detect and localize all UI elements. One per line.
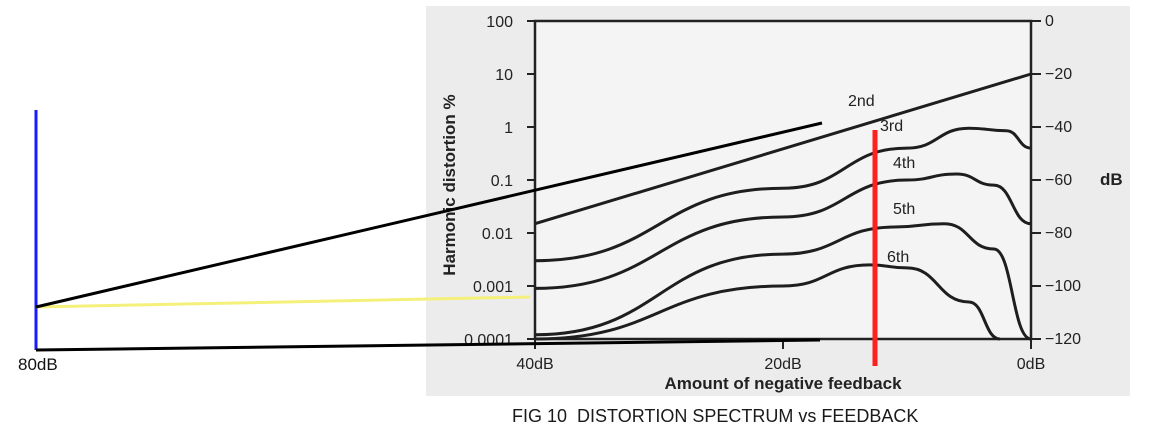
x-tick-label: 20dB (764, 356, 801, 373)
curve-label-3rd: 3rd (880, 118, 903, 135)
right-tick-label: 0 (1045, 13, 1054, 30)
y-tick-label: 100 (486, 14, 513, 31)
y-tick-label: 0.001 (473, 279, 513, 296)
right-tick-label: −100 (1045, 278, 1081, 295)
y-tick-label: 0.0001 (464, 332, 513, 349)
y-tick-label: 10 (495, 67, 513, 84)
overlay-80db-label: 80dB (18, 355, 58, 374)
curve-5th (534, 222, 1032, 341)
x-axis-label: Amount of negative feedback (664, 374, 902, 393)
y-axis-label: Harmonic distortion % (440, 94, 459, 275)
right-axis-label: dB (1100, 170, 1123, 189)
y-tick-label: 0.01 (482, 226, 513, 243)
curve-6th (534, 263, 1001, 341)
curve-label-2nd: 2nd (848, 93, 875, 110)
x-tick-label: 0dB (1017, 356, 1045, 373)
right-axis-ticks: 0 −20 −40 −60 −80 −100 −120 (1031, 13, 1081, 348)
curve-label-6th: 6th (887, 249, 909, 266)
bottom-axis-ticks: 40dB 20dB 0dB (516, 339, 1045, 373)
plot-frame (533, 19, 1033, 341)
curve-4th (534, 172, 1032, 290)
y-tick-label: 1 (504, 120, 513, 137)
y-tick-label: 0.1 (491, 173, 513, 190)
right-tick-label: −20 (1045, 66, 1072, 83)
right-tick-label: −80 (1045, 225, 1072, 242)
right-tick-label: −40 (1045, 119, 1072, 136)
curve-label-4th: 4th (893, 155, 915, 172)
right-tick-label: −120 (1045, 331, 1081, 348)
yellow-projection-line (35, 295, 531, 309)
black-projection-line-upper (35, 121, 823, 309)
right-tick-label: −60 (1045, 172, 1072, 189)
curve-3rd (534, 126, 1032, 263)
x-tick-label: 40dB (516, 356, 553, 373)
harmonic-curves: 2nd 3rd 4th 5th 6th (534, 72, 1032, 341)
curve-label-5th: 5th (893, 201, 915, 218)
black-projection-line-lower (35, 338, 821, 352)
curve-2nd (534, 72, 1032, 226)
figure-caption: FIG 10 DISTORTION SPECTRUM vs FEEDBACK (512, 406, 919, 426)
